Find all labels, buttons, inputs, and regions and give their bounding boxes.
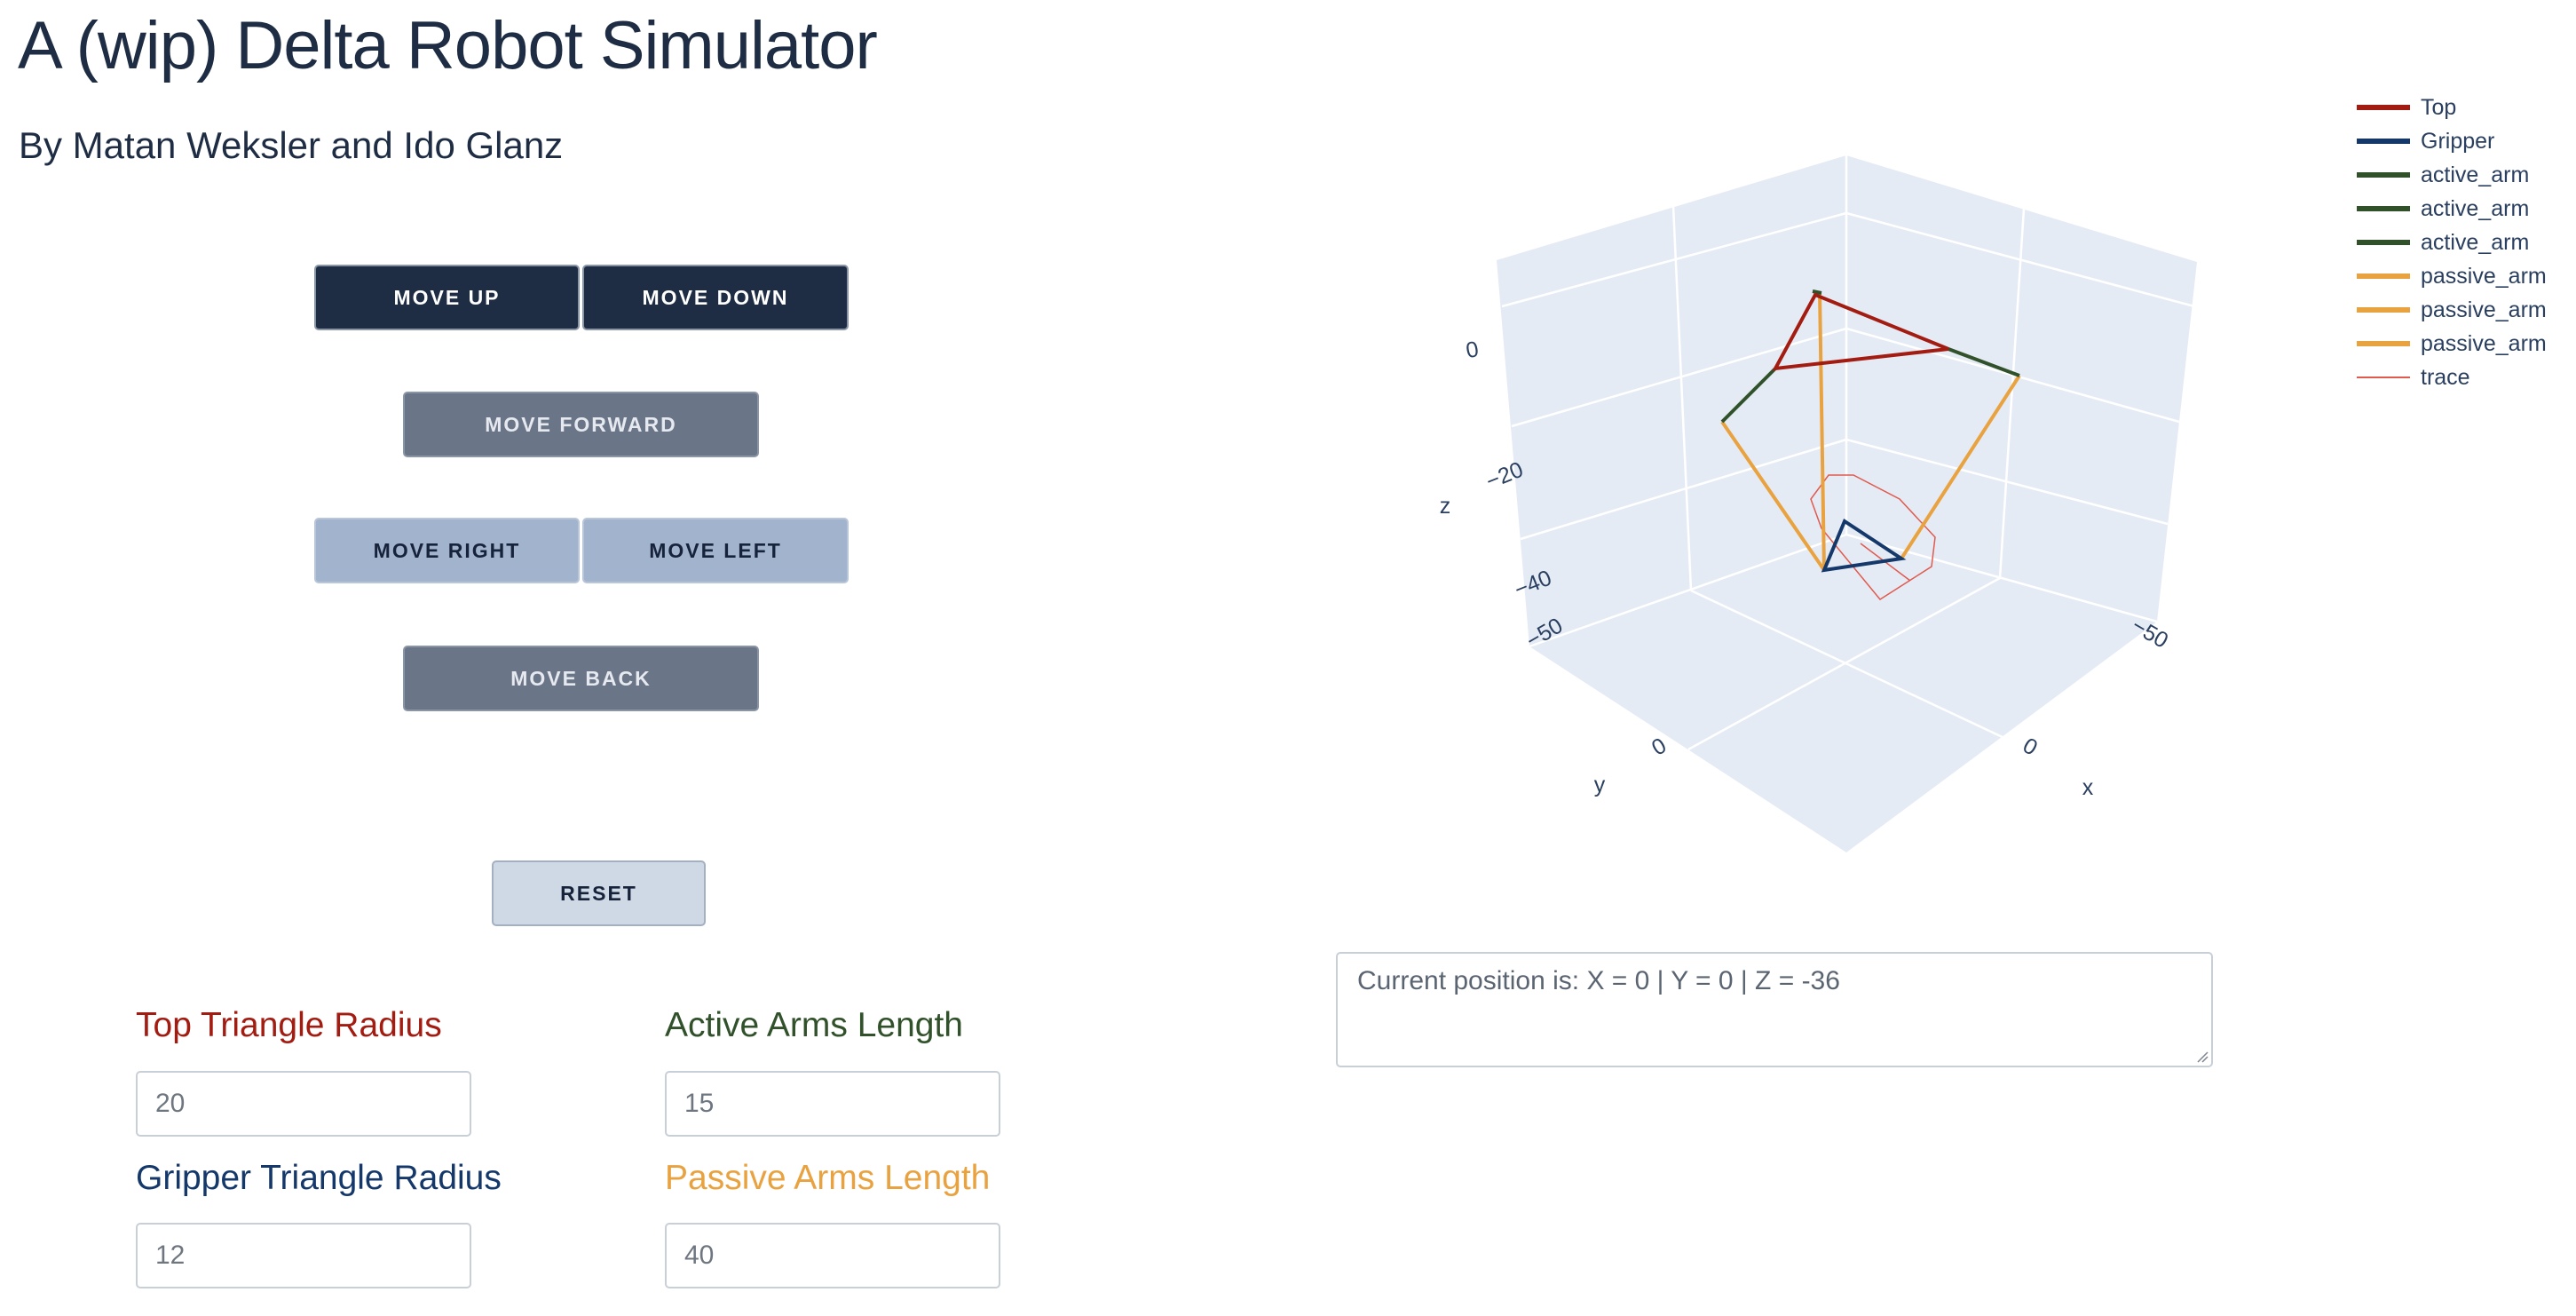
legend-label: passive_arm (2421, 297, 2547, 322)
gridline-7 (1511, 327, 1847, 428)
active-arm-1 (1812, 289, 1822, 295)
plot-floor (1529, 535, 2157, 852)
plot-legend: Top Gripper active_arm active_arm active_arm… (2357, 91, 2547, 394)
move-back-button[interactable]: MOVE BACK (403, 646, 759, 711)
gridline-3 (1671, 205, 1693, 591)
y-tick-1: 0 (1648, 733, 1671, 760)
legend-label: passive_arm (2421, 263, 2547, 289)
legend-swatch-icon (2357, 240, 2410, 245)
active-arm-2 (1720, 367, 1777, 424)
legend-label: trace (2421, 364, 2470, 390)
gridline-11 (1690, 589, 2007, 741)
legend-label: Gripper (2421, 128, 2495, 154)
move-left-button[interactable]: MOVE LEFT (582, 518, 849, 583)
z-axis-title: z (1440, 494, 1451, 519)
position-status-textarea[interactable]: Current position is: X = 0 | Y = 0 | Z =… (1336, 952, 2213, 1067)
legend-swatch-icon (2357, 172, 2410, 178)
plot-gridlines (1501, 155, 2195, 751)
page-subtitle: By Matan Weksler and Ido Glanz (19, 124, 564, 166)
legend-label: Top (2421, 94, 2457, 120)
robot-geometry (1720, 289, 2021, 600)
gridline-1 (1529, 533, 1847, 648)
gridline-6 (1845, 211, 2195, 308)
legend-label: active_arm (2421, 229, 2530, 255)
gridline-9 (1520, 438, 1847, 541)
legend-label: passive_arm (2421, 330, 2547, 356)
legend-swatch-icon (2357, 105, 2410, 110)
z-tick-0: 0 (1464, 337, 1481, 363)
legend-item[interactable]: trace (2357, 361, 2547, 394)
passive-arm-3 (1900, 374, 2021, 560)
x-axis-title: x (2082, 775, 2094, 800)
move-right-button[interactable]: MOVE RIGHT (314, 518, 580, 583)
passive-arms-length-label: Passive Arms Length (665, 1159, 991, 1197)
legend-item[interactable]: active_arm (2357, 192, 2547, 226)
gridline-10 (1845, 438, 2169, 526)
legend-item[interactable]: Gripper (2357, 124, 2547, 158)
gridline-8 (1845, 327, 2180, 424)
passive-arm-1 (1818, 290, 1826, 571)
gridline-12 (1687, 576, 2001, 751)
position-status-text: Current position is: X = 0 | Y = 0 | Z =… (1357, 966, 1840, 995)
gripper-triangle (1821, 519, 1907, 573)
gridline-2 (1845, 533, 2158, 623)
legend-swatch-icon (2357, 206, 2410, 211)
gripper-triangle-radius-input[interactable]: 12 (136, 1223, 471, 1288)
move-up-button[interactable]: MOVE UP (314, 265, 580, 330)
page-title: A (wip) Delta Robot Simulator (18, 8, 878, 83)
legend-swatch-icon (2357, 139, 2410, 144)
legend-label: active_arm (2421, 195, 2530, 221)
passive-arms-length-input[interactable]: 40 (665, 1223, 1000, 1288)
legend-item[interactable]: passive_arm (2357, 293, 2547, 327)
legend-item[interactable]: Top (2357, 91, 2547, 124)
legend-item[interactable]: passive_arm (2357, 327, 2547, 361)
legend-item[interactable]: active_arm (2357, 158, 2547, 192)
legend-item[interactable]: passive_arm (2357, 259, 2547, 293)
resize-grip-icon[interactable] (2196, 1050, 2209, 1063)
x-tick-1: 0 (2019, 733, 2042, 760)
gridline-5 (1501, 211, 1847, 308)
active-arm-3 (1948, 347, 2020, 377)
y-axis-title: y (1594, 773, 1606, 797)
active-arms-length-label: Active Arms Length (665, 1006, 963, 1044)
gripper-triangle-radius-label: Gripper Triangle Radius (136, 1159, 502, 1197)
top-triangle-radius-label: Top Triangle Radius (136, 1006, 442, 1044)
passive-arm-2 (1720, 420, 1826, 572)
legend-label: active_arm (2421, 162, 2530, 187)
top-triangle (1772, 292, 1949, 371)
legend-item[interactable]: active_arm (2357, 226, 2547, 259)
legend-swatch-icon (2357, 377, 2410, 378)
active-arms-length-input[interactable]: 15 (665, 1071, 1000, 1137)
move-forward-button[interactable]: MOVE FORWARD (403, 392, 759, 457)
legend-swatch-icon (2357, 307, 2410, 313)
top-triangle-radius-input[interactable]: 20 (136, 1071, 471, 1137)
move-down-button[interactable]: MOVE DOWN (582, 265, 849, 330)
reset-button[interactable]: RESET (492, 860, 706, 926)
gridline-4 (1998, 208, 2026, 579)
legend-swatch-icon (2357, 274, 2410, 279)
plot-back-wall-left (1497, 155, 1846, 646)
legend-swatch-icon (2357, 341, 2410, 346)
